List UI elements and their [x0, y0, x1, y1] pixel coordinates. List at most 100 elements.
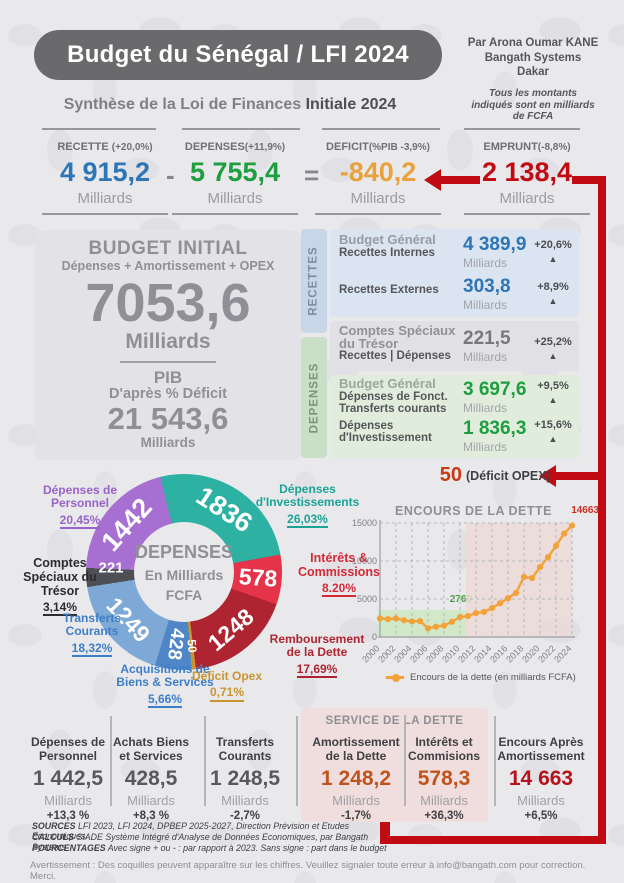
pib-subtitle: D'après % Déficit: [109, 386, 227, 402]
depenses-box: Budget Général Dépenses de Fonct. Transf…: [330, 375, 579, 458]
callout-label: Acquisitions de Biens & Services: [116, 662, 214, 690]
sources-lead: SOURCES: [32, 821, 76, 831]
up-triangle-icon: ▲: [548, 434, 558, 444]
callout-label: Dépenses d'Investissements: [255, 482, 360, 510]
amounts-note: Tous les montants indiqués sont en milli…: [471, 88, 595, 122]
donut-callout-personnel: Dépenses de Personnel 20,45%: [33, 483, 127, 530]
bottom-stat-achats: Achats Biens et Services 428,5 Milliards…: [106, 735, 196, 822]
bottom-stat-transferts: Transferts Courants 1 248,5 Milliards -2…: [198, 735, 292, 822]
sources-text: LFI 2023, LFI 2024, DPBEP 2025-2027, Dir…: [32, 821, 350, 841]
minus-operator: -: [166, 160, 175, 190]
red-flow-segment: [572, 176, 606, 184]
divider: [204, 716, 206, 806]
deficit-opex-label: (Déficit OPEX): [466, 469, 551, 483]
callout-label: Comptes Spéciaux du Trésor: [23, 556, 97, 598]
service-dette-title: SERVICE DE LA DETTE: [325, 715, 464, 727]
pourcentages-text: Avec signe + ou - : par rapport à 2023. …: [105, 843, 387, 853]
stat-unit: Milliards: [77, 190, 133, 207]
donut-subtitle: En Milliards: [144, 566, 224, 583]
svg-text:2000: 2000: [360, 643, 381, 664]
depenses-tab-label: DEPENSES: [308, 362, 321, 433]
callout-label: Remboursement de la Dette: [269, 632, 365, 660]
row-pct: +20,6%: [534, 239, 572, 251]
red-flow-segment: [598, 176, 606, 844]
stat-label: Achats Biens et Services: [112, 735, 190, 763]
divider: [42, 213, 168, 215]
stat-pct: -1,7%: [340, 810, 372, 822]
slice-value: 50: [184, 638, 200, 654]
calculs-lead: CALCULS: [32, 832, 75, 842]
stat-pct: +36,3%: [424, 810, 464, 822]
row-unit: Milliards: [463, 298, 508, 312]
donut-unit: FCFA: [165, 586, 203, 603]
calculs-line: CALCULS SIADE Système Intégré d'Analyse …: [32, 832, 392, 852]
row-subtitle: Dépenses de Fonct. Transferts courants: [339, 391, 448, 415]
row-pct: +8,9%: [537, 281, 569, 293]
stat-label: Amortissement de la Dette: [312, 735, 400, 763]
donut-title: DEPENSES: [134, 541, 234, 562]
legend-label: Encours de la dette (en milliards FCFA): [410, 672, 576, 683]
callout-pct: 20,45%: [59, 513, 101, 530]
stat-unit: Milliards: [207, 190, 263, 207]
callout-pct: 26,03%: [287, 512, 328, 529]
svg-text:2022: 2022: [536, 643, 557, 664]
svg-text:2020: 2020: [520, 643, 541, 664]
comptes-speciaux-box: Comptes Spéciaux du Trésor Recettes | Dé…: [330, 321, 579, 371]
stat-pct: +6,5%: [524, 810, 558, 822]
callout-label: Transferts Courants: [62, 611, 122, 639]
service-dette-box: [301, 708, 488, 822]
row-pct: +15,6%: [534, 419, 572, 431]
pib-unit: Milliards: [140, 435, 196, 450]
stat-pct: +8,3 %: [132, 810, 170, 822]
row-unit: Milliards: [463, 350, 508, 364]
divider: [494, 716, 496, 806]
stat-deficit: DEFICIT(%PIB -3,9%) -840,2 Milliards: [315, 141, 441, 215]
stat-recette: RECETTE (+20,0%) 4 915,2 Milliards: [42, 141, 168, 215]
svg-text:10000: 10000: [352, 556, 377, 566]
divider: [120, 361, 216, 363]
row-subtitle: Recettes | Dépenses: [339, 350, 451, 362]
callout-pct: 17,69%: [296, 662, 338, 679]
red-flow-segment: [380, 818, 390, 844]
chart-legend: Encours de la dette (en milliards FCFA): [386, 672, 576, 683]
callout-pct: 3,14%: [42, 600, 78, 617]
stat-unit: Milliards: [332, 793, 380, 808]
arrow-to-deficit-opex-icon: [539, 465, 556, 487]
row-value: 303,8: [463, 276, 511, 297]
svg-text:15000: 15000: [352, 518, 377, 528]
callout-label: Dépenses de Personnel: [42, 483, 118, 511]
row-pct: +25,2%: [534, 336, 572, 348]
stat-label: EMPRUNT(-8,8%): [483, 141, 571, 153]
pib-value: 21 543,6: [107, 401, 229, 436]
stat-label: RECETTE (+20,0%): [57, 141, 153, 153]
row-unit: Milliards: [463, 401, 508, 415]
donut-callout-interets: Intérêts & Commissions 8.20%: [283, 551, 395, 598]
row-value: 221,5: [463, 328, 511, 349]
callout-pct: 18,32%: [71, 641, 113, 658]
row-pct: +9,5%: [537, 380, 569, 392]
divider: [464, 213, 590, 215]
callout-pct: 5,66%: [147, 692, 183, 709]
donut-callout-deficit-opex: Déficit Opex 0,71%: [176, 669, 278, 702]
row-title: Budget Général: [339, 232, 436, 247]
arrow-emprunt-to-deficit-icon: [424, 169, 441, 191]
stat-value: 2 138,4: [481, 157, 573, 187]
svg-text:2010: 2010: [440, 643, 461, 664]
up-triangle-icon: ▲: [548, 296, 558, 306]
divider: [182, 128, 300, 130]
donut-callout-transferts: Transferts Courants 18,32%: [42, 611, 142, 658]
svg-text:2012: 2012: [456, 643, 477, 664]
svg-text:2004: 2004: [392, 643, 413, 664]
up-triangle-icon: ▲: [548, 254, 558, 264]
red-flow-segment: [380, 836, 606, 844]
red-flow-segment: [441, 176, 480, 184]
divider: [315, 213, 441, 215]
stat-unit: Milliards: [221, 793, 269, 808]
stat-unit: Milliards: [517, 793, 565, 808]
pourcentages-line: POURCENTAGES Avec signe + ou - : par rap…: [32, 843, 392, 853]
row-subtitle: Recettes Internes: [339, 247, 435, 259]
stat-unit: Milliards: [44, 793, 92, 808]
svg-text:2024: 2024: [552, 643, 573, 664]
row-unit: Milliards: [463, 440, 508, 454]
